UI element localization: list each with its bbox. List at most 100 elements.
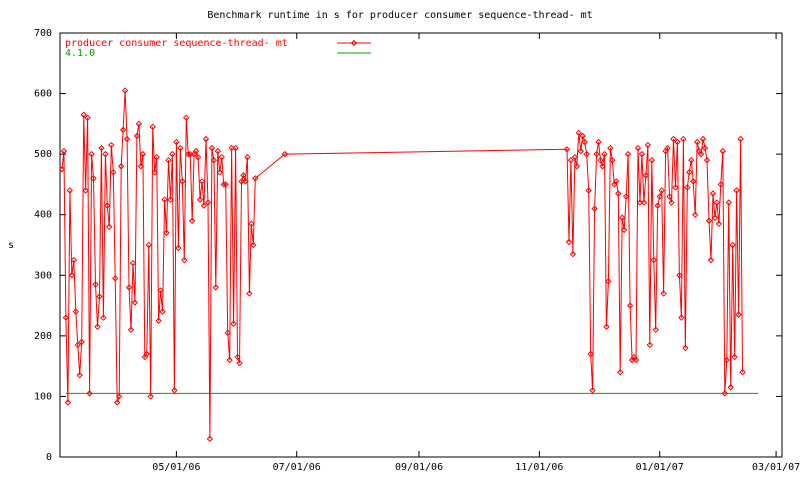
data-point [202,135,210,143]
data-point [153,153,160,161]
data-point [232,144,239,152]
data-point [739,368,746,376]
data-point [605,278,612,285]
data-point [74,341,81,349]
data-point [583,150,590,158]
data-point [601,150,608,158]
data-point [167,196,174,203]
data-point [664,144,671,152]
data-point [705,217,713,224]
data-point [131,299,139,306]
data-point [204,199,212,206]
data-point [220,181,227,188]
data-point [159,308,166,315]
data-point [214,147,222,155]
data-point [723,356,730,364]
data-point [175,244,182,252]
data-point [634,144,642,152]
data-point [129,259,137,267]
data-point [577,147,584,155]
data-point [638,150,646,158]
data-point [607,144,614,152]
data-point [149,123,156,131]
data-point [699,135,707,143]
data-point [678,314,685,321]
data-point [161,196,168,203]
data-point [571,153,579,161]
data-point [72,308,79,315]
data-point [624,150,632,158]
data-point [691,211,699,218]
data-point [620,226,628,234]
data-point [80,111,87,118]
y-tick-label: 700 [34,28,52,39]
data-point [169,150,176,158]
data-point [632,356,640,364]
data-point [230,320,237,327]
data-point [183,114,190,122]
data-point [185,150,192,158]
data-point [711,214,719,221]
data-point [670,135,677,143]
x-tick-label: 11/01/06 [515,462,563,473]
data-point [579,132,586,140]
data-point [709,190,717,197]
x-tick-label: 07/01/06 [273,462,321,473]
data-point [92,281,99,288]
x-tick-label: 05/01/06 [152,462,200,473]
y-tick-label: 300 [34,270,52,281]
data-point [658,187,665,194]
y-tick-label: 600 [34,89,52,100]
data-point [567,156,575,164]
data-point [151,169,158,176]
data-point [206,435,214,443]
data-point [90,175,97,182]
data-point [181,256,188,264]
data-point [139,150,147,158]
data-point [135,120,143,128]
data-point [115,393,123,400]
legend-marker [350,39,358,47]
data-point [717,181,725,188]
data-point [660,290,667,297]
data-point [666,193,673,200]
data-point [127,326,135,334]
legend-label: producer consumer sequence-thread- mt [65,38,288,49]
data-point [86,390,93,397]
data-point [589,387,596,394]
data-point [145,241,152,249]
data-point [622,193,630,200]
data-point [179,178,186,185]
data-point [697,150,705,158]
data-point [64,399,72,406]
data-point [725,199,732,206]
data-point [94,323,101,330]
data-point [58,166,66,173]
data-point [102,150,109,158]
data-point [603,323,610,330]
data-point [652,326,659,334]
plot-frame [59,32,783,458]
data-point [640,199,648,206]
data-point [713,199,721,206]
data-point [648,156,656,164]
data-point [224,329,231,337]
data-point [196,196,204,203]
data-point [682,344,689,352]
data-point [646,341,654,349]
data-point [565,238,573,246]
data-point [252,175,259,182]
data-point [147,393,154,400]
data-point [599,163,606,170]
data-point [198,178,206,185]
series-line [61,90,743,439]
y-tick-label: 500 [34,149,52,160]
data-point [593,150,600,158]
data-point [690,178,697,185]
data-point [106,223,113,231]
data-point [731,353,738,361]
data-point [226,356,233,364]
y-tick-label: 0 [46,452,52,463]
data-point [585,187,592,194]
data-point [246,290,253,297]
